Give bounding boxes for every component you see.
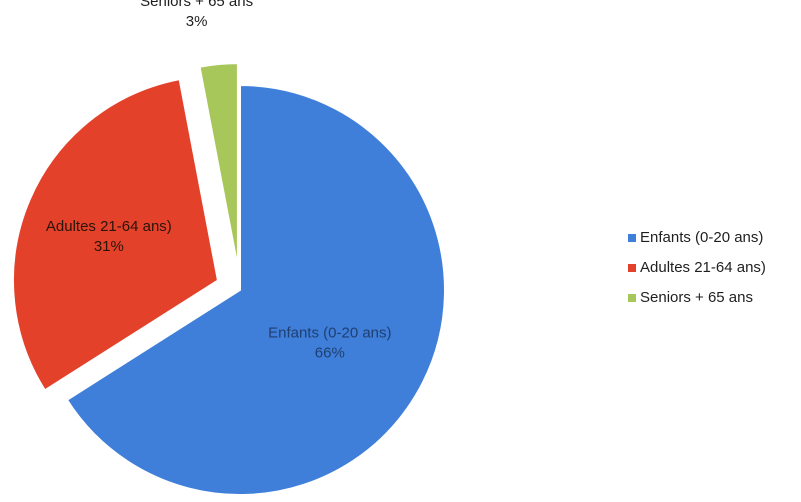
pie-data-labels: Enfants (0-20 ans) 66% Adultes 21-64 ans) 3… <box>46 0 392 361</box>
data-label-percent: 31% <box>94 238 124 255</box>
legend-swatch <box>628 294 636 302</box>
legend: Enfants (0-20 ans) Adultes 21-64 ans) Seni… <box>628 229 766 306</box>
pie-slice-enfants-0-20-ans <box>65 83 446 496</box>
data-label-percent: 3% <box>186 13 208 30</box>
data-label-seniors-65-ans: Seniors + 65 ans 3% <box>140 0 253 30</box>
pie-slice-seniors-65-ans <box>198 62 239 269</box>
pie-slice-adultes-21-64-ans <box>11 77 220 392</box>
data-label-adultes-21-64-ans: Adultes 21-64 ans) 31% <box>46 218 172 255</box>
data-label-category: Adultes 21-64 ans) <box>46 218 172 235</box>
legend-label: Adultes 21-64 ans) <box>640 259 766 276</box>
legend-label: Enfants (0-20 ans) <box>640 229 763 246</box>
legend-swatch <box>628 264 636 272</box>
legend-label: Seniors + 65 ans <box>640 289 753 306</box>
legend-item-enfants-0-20-ans: Enfants (0-20 ans) <box>628 229 763 246</box>
data-label-category: Seniors + 65 ans <box>140 0 253 10</box>
legend-swatch <box>628 234 636 242</box>
pie-slices <box>11 62 446 496</box>
data-label-category: Enfants (0-20 ans) <box>268 324 391 341</box>
data-label-percent: 66% <box>315 344 345 361</box>
legend-item-adultes-21-64-ans: Adultes 21-64 ans) <box>628 259 766 276</box>
legend-item-seniors-65-ans: Seniors + 65 ans <box>628 289 753 306</box>
data-label-enfants-0-20-ans: Enfants (0-20 ans) 66% <box>268 324 391 361</box>
